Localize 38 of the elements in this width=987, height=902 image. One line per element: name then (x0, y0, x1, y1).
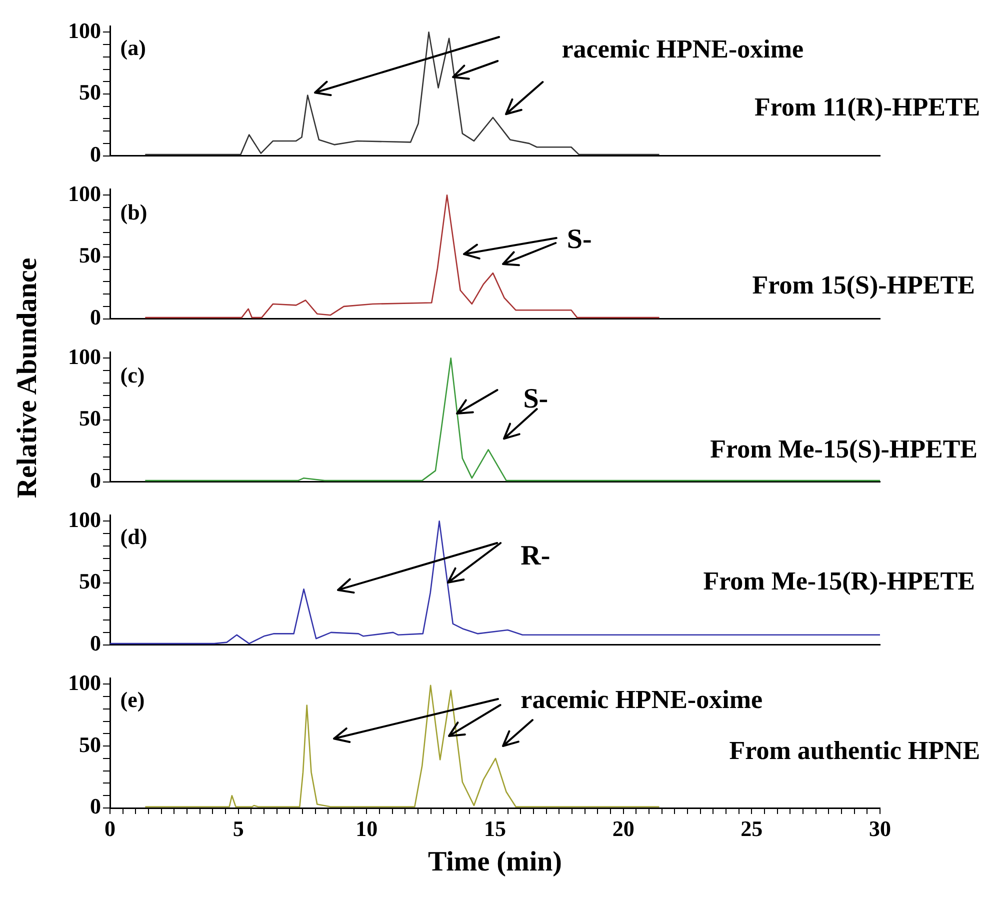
y-tick-label: 50 (79, 732, 101, 757)
annotation: (c) (120, 362, 145, 388)
y-tick-label: 50 (79, 80, 101, 105)
annotation: (b) (120, 199, 148, 224)
x-tick-label: 30 (869, 816, 891, 841)
annotation: From 11(R)-HPETE (754, 92, 980, 122)
annotation: S- (523, 383, 548, 414)
y-tick-label: 50 (79, 242, 101, 268)
annotation: From Me-15(R)-HPETE (703, 566, 975, 596)
x-tick-label: 25 (740, 816, 763, 841)
y-tick-label: 50 (79, 406, 101, 431)
annotation: (a) (120, 35, 146, 60)
annotation: From Me-15(S)-HPETE (710, 434, 978, 464)
annotation: From 15(S)-HPETE (752, 270, 975, 300)
y-tick-label: 100 (68, 506, 101, 532)
annotation: (e) (120, 687, 145, 712)
x-axis-title: Time (min) (428, 846, 562, 878)
x-tick-label: 15 (484, 816, 506, 841)
y-tick-label: 0 (90, 141, 101, 166)
x-tick-label: 10 (356, 816, 378, 841)
annotation: From authentic HPNE (729, 736, 980, 766)
y-tick-label: 0 (90, 630, 101, 656)
annotation: racemic HPNE-oxime (562, 34, 804, 64)
y-tick-label: 50 (79, 568, 101, 594)
annotation: S- (566, 224, 592, 256)
y-tick-label: 100 (68, 670, 101, 695)
y-tick-label: 0 (90, 794, 101, 819)
annotation: (d) (120, 524, 148, 550)
y-tick-label: 100 (68, 344, 101, 369)
y-tick-label: 100 (68, 180, 101, 206)
annotation: R- (520, 540, 550, 572)
x-tick-label: 20 (612, 816, 634, 841)
y-tick-label: 100 (68, 18, 101, 43)
y-axis-title: Relative Abundance (12, 258, 44, 498)
y-tick-label: 0 (90, 467, 101, 492)
y-tick-label: 0 (90, 304, 101, 330)
annotation: racemic HPNE-oxime (520, 685, 763, 714)
x-tick-label: 5 (232, 816, 244, 841)
